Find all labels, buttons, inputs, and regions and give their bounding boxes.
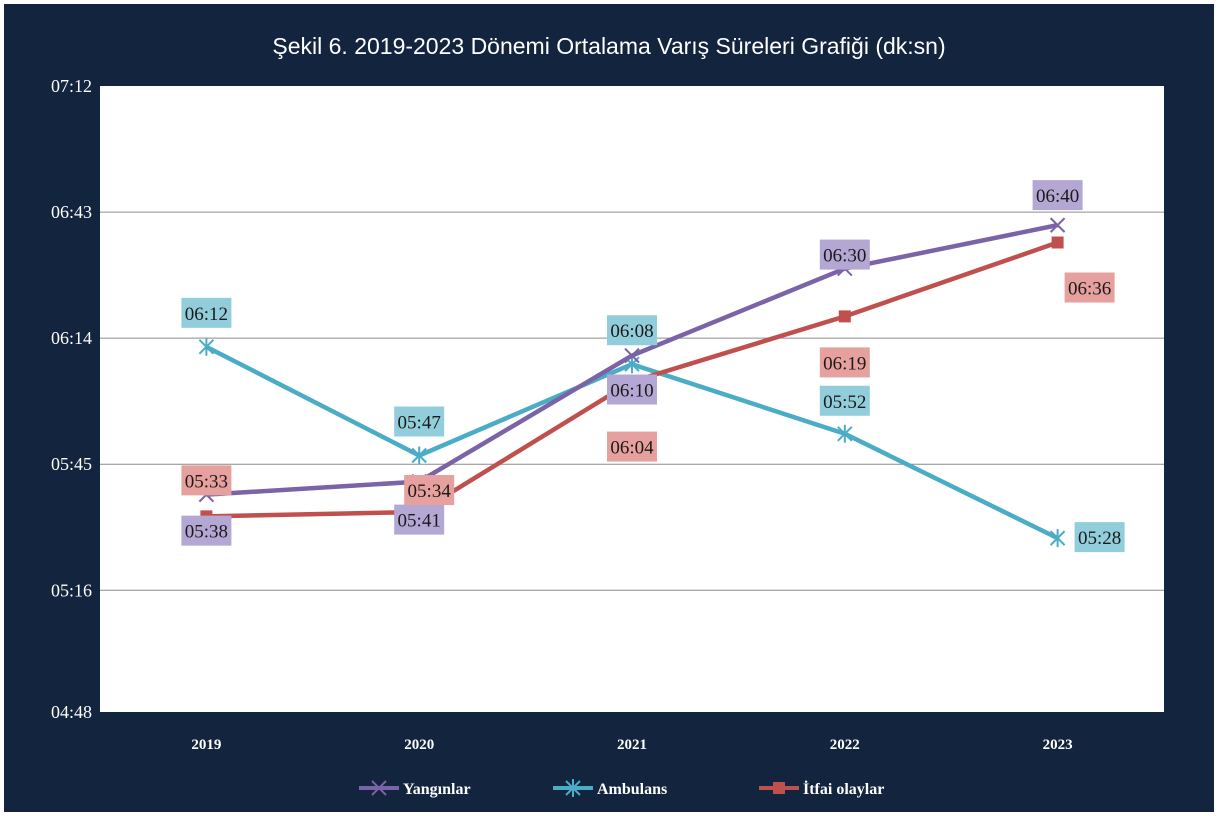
data-label-box <box>404 475 455 506</box>
data-label: 05:47 <box>398 413 441 434</box>
data-labels: 05:38 05:41 06:10 06:30 06:40 06:12 05:47 06:08… <box>181 180 1125 553</box>
data-label: 06:19 <box>823 353 866 374</box>
y-tick-label: 06:43 <box>51 202 92 222</box>
data-label-box <box>1064 272 1115 303</box>
data-label-box <box>1032 180 1083 211</box>
y-tick-label: 05:45 <box>51 454 92 474</box>
y-tick-label: 05:16 <box>51 580 92 600</box>
legend-marker <box>565 779 581 797</box>
data-label-box <box>819 239 870 270</box>
marker-stroke <box>371 780 387 796</box>
data-label: 05:38 <box>185 522 228 543</box>
legend-label: Ambulans <box>597 781 667 798</box>
legend-marker <box>773 782 785 794</box>
data-label-box <box>181 297 232 328</box>
marker-stroke <box>1049 217 1066 233</box>
marker-stroke <box>624 347 640 364</box>
data-label-box <box>819 385 870 416</box>
data-point <box>1049 529 1066 548</box>
data-point <box>1049 217 1066 233</box>
data-label: 05:28 <box>1078 528 1121 549</box>
data-point <box>624 347 640 364</box>
x-axis-ticks: 2019 2020 2021 2022 2023 <box>191 737 1072 753</box>
data-label: 06:04 <box>610 438 654 459</box>
data-label-box <box>181 465 232 496</box>
y-tick-label: 07:12 <box>51 76 92 96</box>
data-point <box>198 337 215 356</box>
y-tick-label: 06:14 <box>51 328 92 348</box>
data-label: 06:30 <box>823 246 866 267</box>
data-label-box <box>394 504 445 535</box>
line-chart: Şekil 6. 2019-2023 Dönemi Ortalama Varış… <box>51 33 1164 798</box>
x-tick-label: 2019 <box>191 737 221 753</box>
data-label: 06:08 <box>610 321 653 342</box>
legend-label: Yangınlar <box>403 781 471 798</box>
data-label-box <box>607 315 657 346</box>
y-axis-ticks: 04:48 05:16 05:45 06:14 06:43 07:12 <box>51 76 92 722</box>
x-tick-label: 2021 <box>617 737 647 753</box>
data-label-box <box>819 347 870 378</box>
data-label: 05:33 <box>185 471 228 492</box>
data-label: 05:34 <box>408 481 452 502</box>
data-label: 06:36 <box>1068 279 1111 300</box>
data-label-box <box>1074 522 1125 553</box>
chart-frame: Şekil 6. 2019-2023 Dönemi Ortalama Varış… <box>4 4 1214 812</box>
x-tick-label: 2020 <box>404 737 434 753</box>
y-tick-label: 04:48 <box>51 702 92 722</box>
legend: Yangınlar Ambulans İtfai olaylar <box>359 779 884 798</box>
data-label: 05:52 <box>823 392 866 413</box>
data-label: 05:41 <box>398 511 441 532</box>
x-tick-label: 2022 <box>830 737 860 753</box>
x-tick-label: 2023 <box>1043 737 1073 753</box>
data-point <box>1051 236 1064 249</box>
data-label: 06:12 <box>185 304 228 325</box>
legend-marker <box>371 780 387 796</box>
data-label-box <box>607 431 657 462</box>
data-label: 06:10 <box>610 381 653 402</box>
data-point <box>411 446 427 465</box>
legend-label: İtfai olaylar <box>803 779 884 798</box>
data-label-box <box>394 406 445 437</box>
data-label: 06:40 <box>1036 186 1079 207</box>
chart-title: Şekil 6. 2019-2023 Dönemi Ortalama Varış… <box>272 33 945 59</box>
data-point <box>838 310 851 323</box>
data-point <box>837 424 853 443</box>
data-label-box <box>607 374 657 405</box>
data-label-box <box>181 515 232 546</box>
